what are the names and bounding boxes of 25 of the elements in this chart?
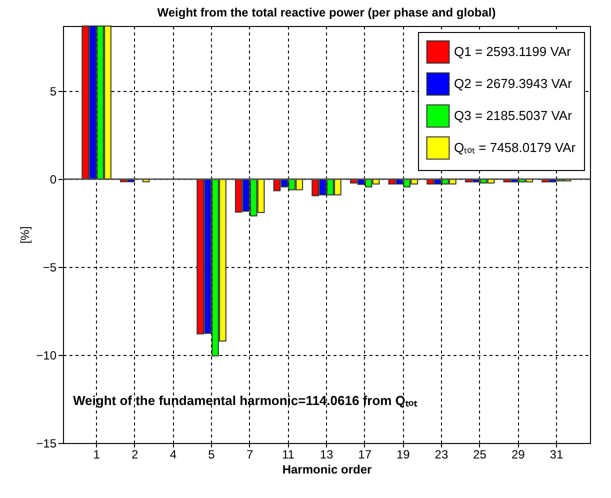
x-tick-label: 29 [511, 448, 526, 462]
y-axis-title: [%] [18, 226, 32, 244]
y-tick-label: 5 [50, 84, 57, 99]
x-tick-label: 31 [550, 448, 564, 462]
x-tick-label: 17 [358, 448, 372, 462]
x-tick-label: 7 [246, 448, 254, 462]
x-tick-label: 11 [282, 448, 295, 462]
x-tick-label: 4 [170, 448, 177, 462]
x-tick-label: 2 [132, 448, 139, 462]
x-tick-label: 25 [473, 448, 487, 462]
legend-label: Q3 = 2185.5037 VAr [454, 108, 573, 123]
y-tick-label: −5 [42, 260, 57, 275]
legend-label: Q1 = 2593.1199 VAr [454, 44, 572, 59]
y-tick-label: −15 [36, 436, 57, 450]
x-axis-title: Harmonic order [282, 462, 372, 476]
x-tick-label: 1 [93, 448, 100, 462]
chart-title: Weight from the total reactive power (per phase and global) [157, 6, 496, 20]
x-tick-label: 19 [396, 448, 410, 462]
y-tick-label: −10 [36, 348, 57, 363]
legend-label: Qₜₒₜ = 7458.0179 VAr [454, 140, 576, 155]
x-tick-label: 5 [208, 448, 216, 462]
legend-label: Q2 = 2679.3943 VAr [454, 76, 573, 91]
x-tick-label: 13 [320, 448, 334, 462]
x-tick-label: 23 [434, 448, 448, 462]
y-tick-label: 0 [50, 172, 57, 187]
